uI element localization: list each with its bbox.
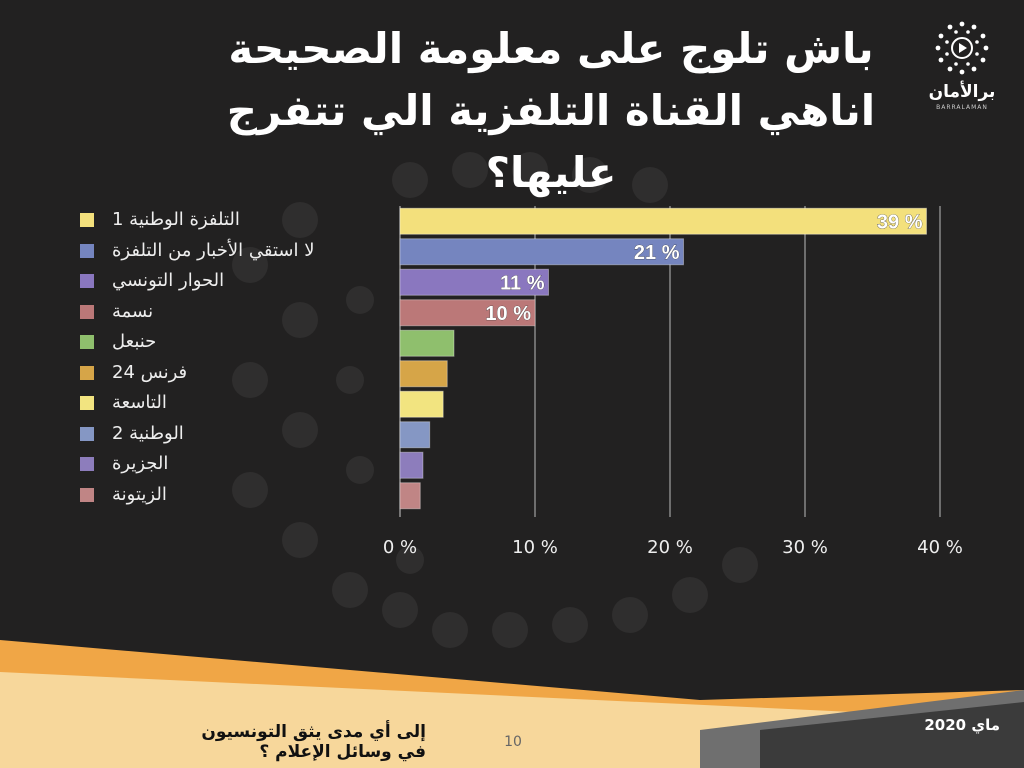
legend-label: نسمة	[112, 300, 154, 322]
x-tick-label: 30 %	[782, 537, 828, 558]
bar	[399, 329, 455, 357]
logo-subtext: BARRALAMAN	[936, 104, 988, 111]
legend-swatch	[80, 274, 94, 288]
legend-label: فرنس 24	[112, 361, 188, 383]
legend-item: الجزيرة	[80, 452, 380, 476]
slide-date: ماي 2020	[924, 716, 1000, 734]
legend-swatch	[80, 487, 94, 502]
bar-data-label: 10 %	[485, 303, 531, 325]
bar	[399, 482, 421, 510]
bar-chart: 0 % 10 % 20 % 30 % 40 % 39 % 21 % 11 % 10 %	[383, 206, 963, 558]
x-tick-label: 40 %	[917, 537, 963, 558]
slide-title: باش تلوج على معلومة الصحيحة اناهي القناة…	[226, 24, 876, 197]
legend-label: التلفزة الوطنية 1	[112, 209, 240, 230]
bar	[399, 360, 448, 388]
bar	[399, 421, 431, 449]
legend-swatch	[80, 213, 94, 227]
legend-label: الزيتونة	[112, 483, 167, 505]
bar	[399, 299, 536, 327]
x-tick-label: 20 %	[647, 537, 693, 558]
x-tick-label: 0 %	[383, 537, 417, 558]
legend-item: لا استقي الأخبار من التلفزة	[80, 239, 380, 263]
logo-wordmark: برالأمان	[928, 82, 996, 102]
bar	[399, 390, 444, 418]
legend-swatch	[80, 457, 94, 471]
legend-label: الجزيرة	[112, 453, 169, 474]
legend-item: الحوار التونسي	[80, 269, 380, 293]
legend-item: التلفزة الوطنية 1	[80, 208, 380, 232]
legend-item: حنبعل	[80, 330, 380, 354]
legend-item: فرنس 24	[80, 361, 380, 385]
bar-data-label: 11 %	[500, 272, 545, 294]
legend-swatch	[80, 335, 94, 349]
bar-data-label: 39 %	[877, 211, 923, 233]
legend-label: التاسعة	[112, 392, 167, 413]
bar-data-label: 21 %	[634, 242, 680, 264]
legend-swatch	[80, 243, 94, 258]
bar	[399, 238, 684, 266]
legend-label: الحوار التونسي	[112, 270, 225, 291]
legend-item: الوطنية 2	[80, 422, 380, 446]
footer-question: إلى أي مدى يثق التونسيون في وسائل الإعلا…	[201, 722, 426, 762]
legend-swatch	[80, 396, 94, 410]
legend-item: التاسعة	[80, 391, 380, 415]
legend-label: الوطنية 2	[112, 422, 184, 444]
legend-item: الزيتونة	[80, 483, 380, 507]
bar	[399, 268, 549, 296]
legend-swatch	[80, 304, 94, 319]
legend-swatch	[80, 365, 94, 380]
legend-item: نسمة	[80, 300, 380, 324]
x-tick-label: 10 %	[512, 537, 558, 558]
legend-label: لا استقي الأخبار من التلفزة	[112, 239, 315, 261]
bar	[399, 451, 424, 479]
legend-swatch	[80, 426, 94, 441]
bar	[399, 207, 927, 235]
page-number: 10	[504, 734, 522, 750]
footer-dark-band	[760, 702, 1024, 768]
brand-logo: برالأمان BARRALAMAN	[922, 16, 1002, 116]
legend-label: حنبعل	[112, 331, 157, 352]
play-icon	[935, 21, 989, 75]
